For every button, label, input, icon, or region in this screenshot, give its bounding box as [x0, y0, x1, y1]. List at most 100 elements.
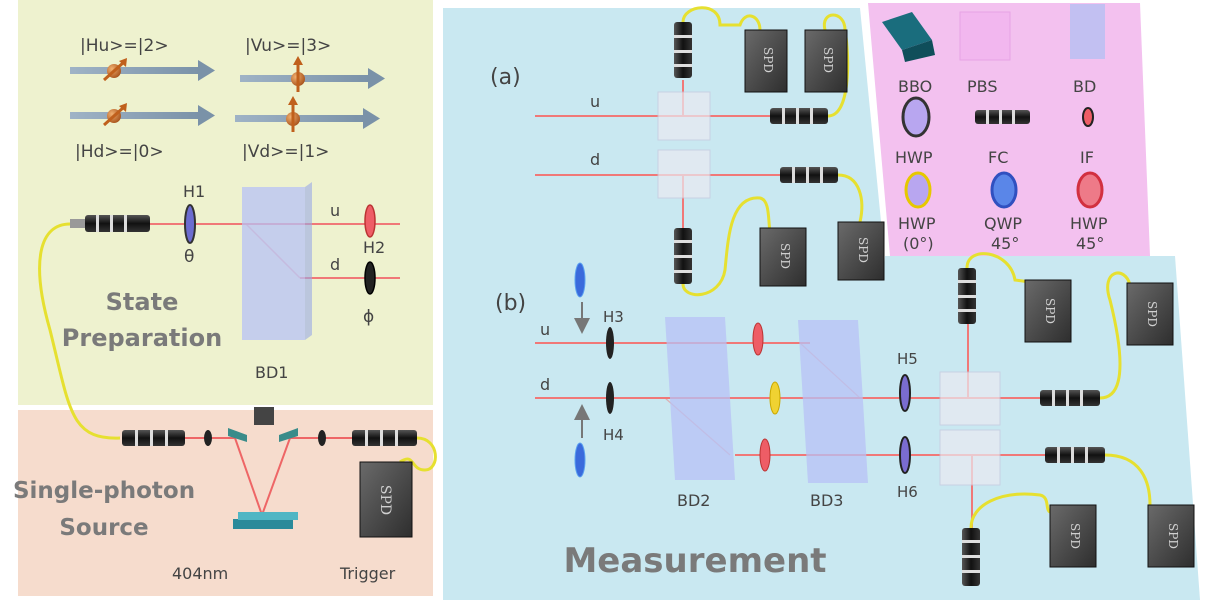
fc-a-down [674, 228, 692, 284]
spd-trigger: SPD [359, 461, 413, 538]
legend-if-label: IF [1080, 148, 1094, 167]
bbo-crystal [233, 519, 293, 529]
legend-bd-label: BD [1073, 77, 1096, 96]
fiber-b-3 [969, 492, 1051, 529]
qwp-insert-upper [574, 262, 590, 334]
legend-fc-label: FC [988, 148, 1008, 167]
spd-a-1-label: SPD [761, 47, 775, 73]
ket-hu-label: |Hu>=|2> [80, 36, 169, 56]
bbo-crystal-top [238, 512, 298, 520]
spd-b-2-label: SPD [1145, 301, 1159, 327]
legend-hwp45-label: HWP [1070, 214, 1108, 233]
spd-b-1: SPD [1024, 279, 1072, 343]
h6-label: H6 [897, 483, 918, 501]
ket-vd-diagram [235, 96, 380, 132]
part-a-label: (a) [490, 65, 521, 90]
legend-hwp-label: HWP [895, 148, 933, 167]
pbs-a-upper [657, 91, 711, 141]
fiber-coupler-source-left [122, 430, 185, 446]
legend-bd-icon [1070, 4, 1105, 59]
ket-vu-label: |Vu>=|3> [245, 36, 331, 56]
mirror-right [279, 428, 298, 442]
h6-waveplate [899, 436, 911, 474]
legend-hwp-icon [901, 96, 931, 138]
legend-hwp0-label: HWP [898, 214, 936, 233]
legend-qwp45-label: QWP [984, 214, 1022, 233]
source-title-2: Source [59, 515, 148, 541]
h5-label: H5 [897, 350, 918, 368]
spd-a-2: SPD [804, 29, 848, 93]
wavelength-label: 404nm [172, 564, 228, 583]
bd3-label: BD3 [810, 491, 843, 510]
bd1-label: BD1 [255, 363, 288, 382]
fiber-trigger [399, 436, 437, 472]
spd-a-4-label: SPD [856, 237, 870, 263]
h3-label: H3 [603, 308, 624, 326]
part-b-label: (b) [495, 291, 526, 316]
source-if-right [318, 430, 326, 446]
legend-fc-icon [975, 110, 1030, 124]
pickoff-cube [254, 407, 274, 425]
spd-b-3: SPD [1049, 504, 1097, 568]
legend-bbo-icon-side [902, 40, 935, 62]
spd-a-4: SPD [837, 221, 885, 281]
fc-a-u-right [770, 108, 828, 124]
photon-path-left [234, 437, 263, 516]
fiber-coupler-source-right [352, 430, 417, 446]
ket-vu-diagram [240, 56, 385, 92]
fiber-b-2 [1099, 271, 1132, 400]
source-if-left [204, 430, 212, 446]
d-label-b: d [540, 375, 550, 394]
legend-pbs-icon [959, 11, 1011, 61]
h2-waveplate [364, 204, 376, 238]
ket-hd-label: |Hd>=|0> [75, 142, 164, 162]
legend-pbs-label: PBS [967, 77, 998, 96]
legend-hwp0-icon [904, 171, 932, 209]
fiber-a-3 [681, 196, 772, 297]
h3-waveplate [606, 327, 614, 359]
legend-hwp45-icon [1076, 171, 1104, 209]
legend-hwp45-angle: 45° [1076, 234, 1104, 253]
u-label-b: u [540, 320, 550, 339]
fc-b-low [1045, 447, 1105, 463]
spd-a-3: SPD [759, 227, 807, 287]
spd-b-4-label: SPD [1166, 523, 1180, 549]
fc-a-d-right [780, 167, 838, 183]
phi-waveplate [364, 261, 376, 295]
h1-waveplate [184, 204, 196, 244]
u-label-prep: u [330, 201, 340, 220]
trigger-label: Trigger [339, 564, 396, 583]
spd-a-2-label: SPD [821, 47, 835, 73]
bd1-crystal [242, 187, 305, 340]
ket-hu-diagram [70, 58, 215, 82]
spd-b-3-label: SPD [1068, 523, 1082, 549]
spd-a-3-label: SPD [778, 243, 792, 269]
legend-bbo-label: BBO [898, 77, 932, 96]
h1-label: H1 [183, 182, 205, 201]
source-title-1: Single-photon [13, 478, 195, 504]
mirror-left [228, 428, 247, 442]
hwp0-b-middle [769, 381, 781, 415]
state-prep-title-2: Preparation [62, 324, 222, 352]
phi-label: ϕ [363, 307, 374, 327]
legend-bbo-icon [882, 12, 932, 50]
bd2-crystal [665, 317, 735, 480]
u-label-a: u [590, 92, 600, 111]
theta-label: θ [184, 247, 194, 267]
pbs-a-lower [657, 149, 711, 199]
fiber-b-4 [1104, 453, 1152, 506]
pbs-b-lower [939, 429, 1001, 486]
bd1-crystal-side [305, 182, 312, 340]
spd-b-1-label: SPD [1043, 298, 1057, 324]
fiber-a-4 [837, 173, 864, 223]
d-label-a: d [590, 150, 600, 169]
h2-label: H2 [363, 238, 385, 257]
spd-b-2: SPD [1126, 282, 1174, 346]
fc-b-down [962, 528, 980, 586]
ket-hd-diagram [70, 103, 215, 127]
pbs-b-upper [939, 371, 1001, 426]
fiber-coupler-input [70, 215, 150, 232]
state-prep-title-1: State [106, 288, 179, 316]
hwp45-b-lower [759, 438, 771, 472]
